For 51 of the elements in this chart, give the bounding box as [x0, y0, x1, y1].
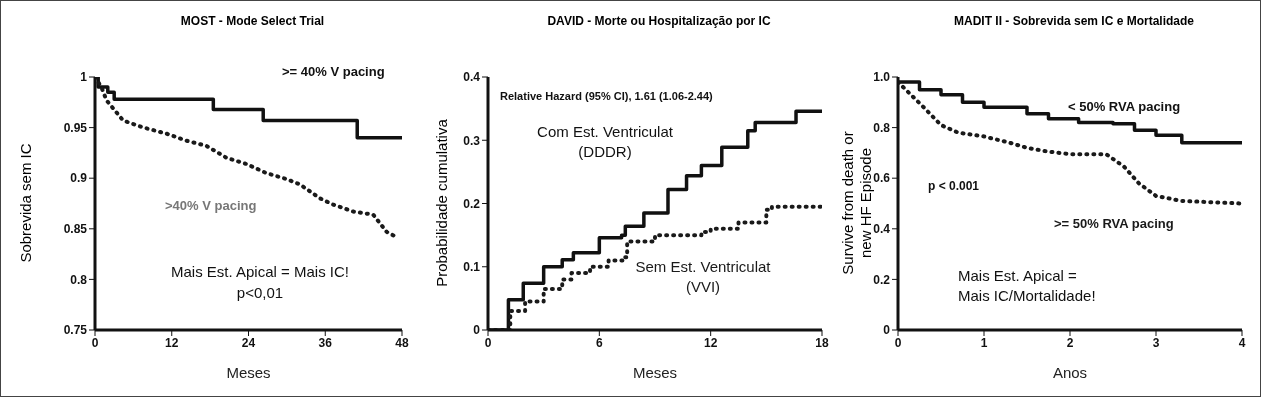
x-tick-label: 6	[595, 335, 603, 350]
y-tick-label: 0.75	[63, 323, 88, 338]
y-axis-title: Sobrevida sem IC	[16, 142, 35, 265]
x-tick-label: 2	[1066, 335, 1074, 350]
text: >= 40% V pacing	[282, 63, 386, 81]
x-axis-title: Meses	[632, 364, 678, 381]
y-tick-label: 0.6	[873, 171, 891, 186]
x-tick-label: 0	[91, 335, 99, 350]
series-label: Com Est. Ventriculat (DDDR)	[536, 122, 674, 162]
x-tick-label: 1	[980, 335, 988, 350]
chart-title: MOST - Mode Select Trial	[179, 14, 326, 28]
y-tick-label: 0.9	[70, 171, 88, 186]
chart-title: MADIT II - Sobrevida sem IC e Mortalidade	[952, 14, 1195, 28]
y-tick-label: 0.85	[63, 222, 88, 237]
x-tick-label: 3	[1152, 335, 1160, 350]
x-tick-label: 12	[165, 335, 179, 350]
chart-title: DAVID - Morte ou Hospitalização por IC	[546, 14, 772, 28]
annotation: p < 0.001	[928, 178, 981, 195]
y-tick-label: 0.3	[463, 133, 481, 148]
annotation: Relative Hazard (95% CI), 1.61 (1.06-2.44)	[500, 89, 714, 104]
x-tick-label: 0	[484, 335, 492, 350]
x-axis-title: Meses	[226, 364, 271, 381]
series-label: < 50% RVA pacing	[1068, 98, 1182, 116]
x-tick-label: 24	[241, 335, 256, 350]
y-tick-label: 0.1	[463, 260, 481, 275]
y-tick-label: 0.8	[70, 272, 88, 287]
x-tick-label: 36	[318, 335, 333, 350]
x-tick-label: 0	[894, 335, 902, 350]
x-tick-label: 48	[395, 335, 409, 350]
y-tick-label: 0.2	[463, 196, 481, 211]
y-tick-label: 0.4	[873, 222, 891, 237]
y-axis-title: Probabilidade cumulativa	[432, 118, 451, 289]
text: >40% V pacing	[165, 197, 258, 215]
series-label: >= 50% RVA pacing	[1054, 215, 1175, 233]
x-tick-label: 4	[1238, 335, 1246, 350]
x-tick-label: 18	[815, 335, 829, 350]
y-tick-label: 1	[80, 70, 88, 85]
y-tick-label: 0.4	[463, 70, 481, 85]
annotation: p<0,01	[235, 283, 285, 303]
y-tick-label: 0	[883, 323, 891, 338]
y-axis-title: Survive from death or new HF Episode	[838, 131, 873, 275]
y-tick-label: 0	[473, 323, 481, 338]
x-tick-label: 12	[703, 335, 718, 350]
y-tick-label: 1.0	[873, 70, 891, 85]
y-tick-label: 0.8	[873, 120, 891, 135]
annotation: Mais Est. Apical = Mais IC/Mortalidade!	[958, 266, 1097, 306]
y-tick-label: 0.95	[63, 120, 88, 135]
x-axis-title: Anos	[1052, 364, 1088, 381]
y-tick-label: 0.2	[873, 272, 891, 287]
series-label: Sem Est. Ventriculat (VVI)	[634, 257, 772, 297]
annotation: Mais Est. Apical = Mais IC!	[170, 262, 350, 282]
